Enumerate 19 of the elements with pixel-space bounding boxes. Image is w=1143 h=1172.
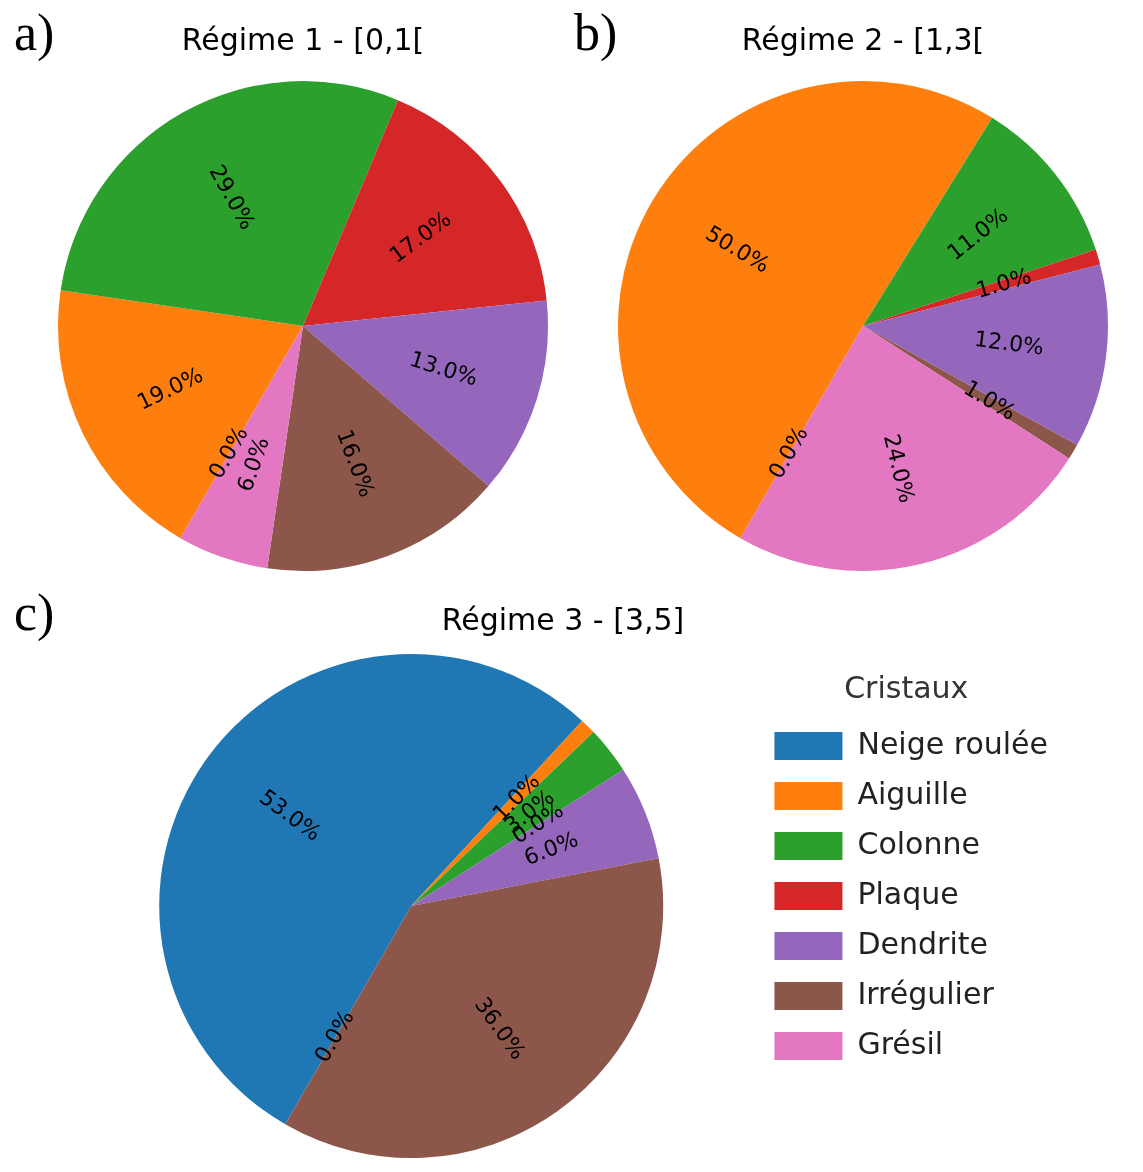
chart-title: Régime 1 - [0,1[ — [181, 21, 425, 57]
legend-label: Irrégulier — [857, 975, 995, 1011]
chart-title: Régime 3 - [3,5] — [441, 601, 685, 637]
legend-label: Plaque — [857, 875, 959, 911]
text: a) — [14, 3, 55, 62]
text: b) — [574, 3, 618, 62]
legend-label: Grésil — [857, 1025, 944, 1061]
data-label: 12.0% — [972, 326, 1046, 360]
data-label: 16.0% — [332, 426, 380, 501]
text: c) — [14, 583, 55, 642]
legend-title: Cristaux — [844, 669, 969, 705]
legend-label: Dendrite — [857, 925, 988, 961]
legend-label: Aiguille — [857, 775, 968, 811]
data-label: 13.0% — [406, 345, 481, 391]
legend-label: Colonne — [857, 825, 980, 861]
legend-label: Neige roulée — [857, 725, 1048, 761]
chart-title: Régime 2 - [1,3[ — [741, 21, 985, 57]
data-label: 1.0% — [973, 263, 1034, 303]
data-label: 24.0% — [879, 431, 920, 506]
